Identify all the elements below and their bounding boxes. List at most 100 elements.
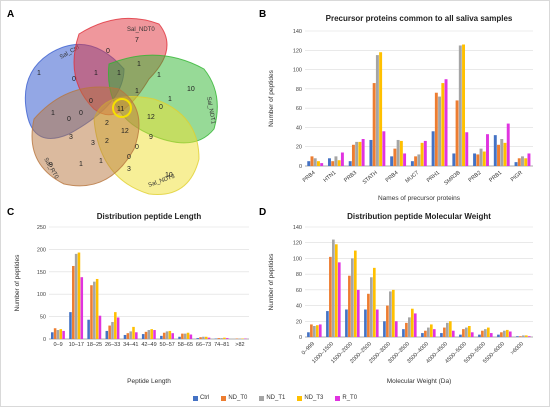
bar [348, 275, 351, 337]
bar [375, 55, 379, 166]
bar [390, 156, 394, 166]
x-axis-label: Names of precursor proteins [378, 195, 461, 202]
bar [313, 158, 317, 166]
bar [440, 333, 443, 337]
x-tick-label: >82 [235, 342, 244, 348]
venn-count: 0 [127, 154, 131, 161]
bar [165, 331, 169, 339]
venn-count: 0 [79, 110, 83, 117]
bar [517, 158, 521, 166]
legend-item: ND_T3 [297, 395, 323, 401]
bar [181, 333, 184, 339]
bar [95, 278, 99, 339]
venn-label-ndt1: Sal_NDT1 [205, 96, 216, 125]
bar [497, 334, 500, 337]
bar [116, 317, 120, 339]
bar [147, 330, 151, 339]
bar [414, 156, 418, 166]
bar [451, 330, 455, 337]
y-tick-label: 250 [37, 225, 46, 231]
bar [168, 330, 172, 339]
bar [318, 324, 322, 337]
bar [399, 140, 403, 166]
venn-count: 10 [187, 86, 195, 93]
y-tick-label: 60 [296, 106, 302, 112]
panel-letter-d: D [259, 207, 267, 218]
bar [503, 142, 507, 166]
bar [493, 135, 497, 166]
bar [452, 153, 456, 166]
bar [519, 336, 522, 337]
venn-count: 3 [69, 134, 73, 141]
venn-count: 0 [72, 76, 76, 83]
bar [417, 154, 421, 166]
bar [202, 336, 205, 339]
bar [434, 92, 438, 166]
bar [527, 153, 531, 166]
y-tick-label: 140 [293, 29, 302, 35]
chart-peptide-length: Distribution peptide Length 0 50 100 150 200 2… [14, 212, 249, 385]
y-tick-label: 0 [299, 164, 302, 170]
venn-count: 1 [137, 61, 141, 68]
legend-item: ND_T0 [221, 395, 247, 401]
bar [160, 335, 163, 339]
x-tick-label: 34–41 [123, 342, 138, 348]
venn-count: 12 [147, 114, 155, 121]
bar [508, 331, 512, 337]
bar [432, 329, 436, 337]
x-tick-label: 66–73 [196, 342, 211, 348]
y-tick-label: 50 [40, 315, 46, 321]
bar [423, 140, 427, 166]
x-tick-label: >6000 [510, 341, 525, 356]
panel-letter-b: B [259, 9, 267, 20]
bar [111, 321, 114, 339]
y-tick-label: 20 [296, 319, 302, 325]
bar [408, 317, 411, 337]
bar [389, 291, 392, 337]
x-tick-label: SMR3B [443, 170, 462, 187]
venn-count: 1 [168, 96, 172, 103]
y-tick-label: 120 [293, 241, 302, 247]
legend: Ctrl ND_T0 ND_T1 ND_T3 R_T0 [1, 391, 549, 405]
legend-swatch [297, 395, 303, 401]
venn-count: 2 [105, 120, 109, 127]
y-tick-label: 140 [293, 225, 302, 231]
bar [506, 123, 510, 166]
bar [355, 141, 359, 166]
bar [80, 277, 84, 339]
bar [59, 329, 63, 339]
bar [429, 324, 433, 337]
bar [316, 161, 320, 166]
bar [427, 327, 430, 337]
bar [396, 139, 400, 166]
legend-label: ND_T3 [304, 395, 324, 401]
bar [438, 96, 442, 166]
bar [358, 141, 362, 166]
bar [484, 329, 487, 337]
bar [141, 334, 145, 339]
x-tick-label: 0–9 [53, 342, 62, 348]
bar [310, 324, 313, 337]
bar [489, 333, 493, 337]
bar [382, 131, 386, 166]
bar [467, 326, 471, 337]
venn-count: 9 [49, 162, 53, 169]
bar [132, 326, 135, 339]
bar [476, 154, 480, 166]
bar [420, 142, 424, 166]
bar [189, 334, 193, 339]
bar [424, 330, 427, 337]
x-tick-label: PIGR [510, 170, 524, 183]
venn-count: 1 [99, 158, 103, 165]
bar [207, 337, 211, 339]
bar [524, 158, 528, 166]
x-tick-label: 50–57 [160, 342, 175, 348]
bar [391, 289, 395, 337]
bar [393, 148, 397, 166]
bar [361, 139, 365, 166]
y-tick-label: 120 [293, 48, 302, 54]
chart-title: Distribution peptide Length [97, 212, 202, 221]
bar [217, 338, 221, 339]
bar [62, 330, 65, 339]
